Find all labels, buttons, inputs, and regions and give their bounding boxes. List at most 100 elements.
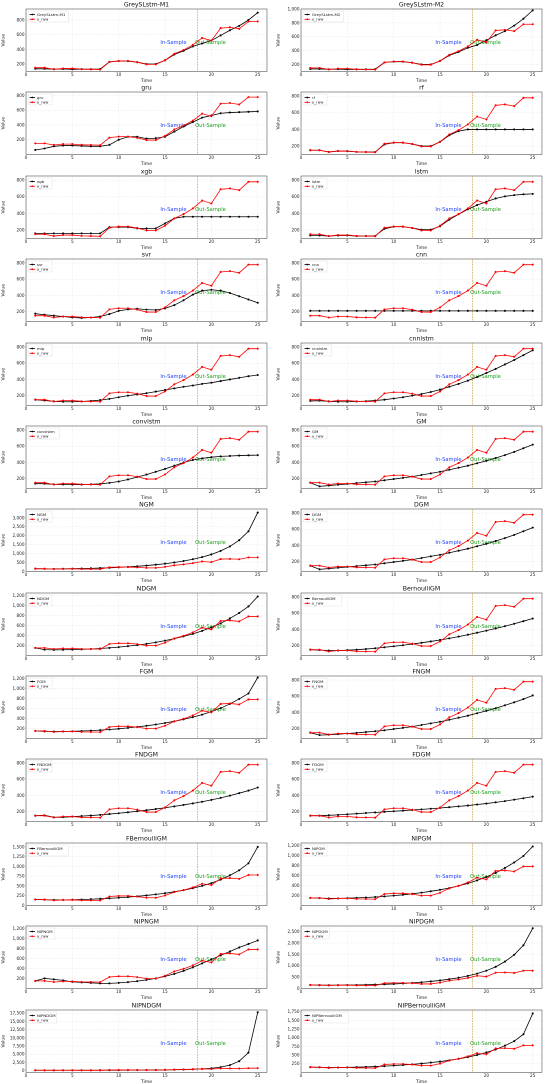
data-point-model — [457, 382, 460, 385]
data-point-y-raw — [364, 650, 367, 653]
data-point-model — [503, 866, 506, 869]
data-point-y-raw — [485, 451, 488, 454]
y-tick-label: 600 — [17, 623, 25, 628]
data-point-y-raw — [117, 390, 120, 393]
data-point-y-raw — [210, 368, 213, 371]
out-sample-label: Out-Sample — [195, 707, 226, 713]
data-point-y-raw — [34, 314, 37, 317]
x-tick-label: 15 — [162, 823, 168, 828]
data-point-y-raw — [34, 898, 37, 901]
data-point-y-raw — [173, 637, 176, 640]
in-sample-label: In-Sample — [435, 957, 461, 963]
data-point-y-raw — [99, 68, 102, 71]
data-point-y-raw — [411, 61, 414, 64]
data-point-model — [457, 309, 460, 313]
data-point-y-raw — [457, 545, 460, 548]
y-tick-label: 800 — [292, 344, 300, 349]
data-point-y-raw — [327, 650, 330, 653]
y-tick-label: 400 — [292, 793, 300, 798]
data-point-y-raw — [457, 461, 460, 465]
data-point-y-raw — [494, 521, 497, 524]
legend-label: y_raw — [312, 1017, 323, 1022]
chart-title: cnn — [416, 252, 427, 259]
data-point-y-raw — [327, 483, 330, 486]
data-point-y-raw — [201, 281, 204, 285]
data-point-y-raw — [173, 382, 176, 385]
data-point-model — [522, 944, 525, 947]
data-point-model — [71, 232, 74, 235]
data-point-y-raw — [173, 217, 176, 220]
x-tick-label: 20 — [484, 489, 490, 494]
data-point-model — [247, 943, 250, 946]
out-sample-label: Out-Sample — [195, 40, 226, 46]
data-point-model — [531, 927, 534, 930]
data-point-model — [494, 801, 497, 804]
x-tick-label: 5 — [71, 489, 74, 494]
data-point-y-raw — [513, 522, 516, 525]
x-tick-label: 15 — [437, 823, 443, 828]
data-point-model — [247, 692, 250, 695]
data-point-y-raw — [401, 982, 405, 985]
data-point-y-raw — [457, 212, 460, 215]
data-point-y-raw — [494, 687, 497, 691]
data-point-model — [522, 698, 525, 701]
data-point-y-raw — [531, 680, 534, 683]
y-axis-label: Value — [1, 367, 7, 380]
x-tick-label: 5 — [346, 489, 349, 494]
y-tick-label: 15,000 — [10, 1018, 25, 1023]
y-tick-label: 400 — [292, 710, 300, 715]
data-point-y-raw — [228, 102, 231, 105]
data-point-y-raw — [364, 1066, 367, 1069]
data-point-y-raw — [228, 1066, 231, 1070]
data-point-model — [401, 643, 405, 646]
data-point-y-raw — [531, 865, 534, 868]
data-point-y-raw — [327, 816, 330, 819]
data-point-model — [256, 373, 259, 376]
data-point-y-raw — [374, 817, 377, 820]
x-tick-label: 0 — [25, 322, 28, 327]
legend-marker — [306, 602, 309, 604]
data-point-y-raw — [71, 815, 74, 819]
y-tick-label: 5,000 — [13, 1051, 25, 1056]
y-tick-label: 800 — [17, 761, 25, 766]
y-tick-label: 400 — [292, 376, 300, 381]
data-point-y-raw — [201, 709, 204, 712]
y-tick-label: 800 — [17, 613, 25, 618]
x-tick-label: 20 — [484, 823, 490, 828]
data-point-y-raw — [476, 615, 479, 618]
in-sample-label: In-Sample — [435, 290, 461, 296]
data-point-y-raw — [182, 461, 185, 465]
data-point-model — [228, 545, 231, 548]
legend-label: y_raw — [312, 17, 323, 22]
data-point-model — [364, 481, 367, 484]
data-point-y-raw — [337, 565, 340, 568]
data-point-y-raw — [374, 235, 377, 238]
legend-box — [302, 427, 328, 440]
data-point-y-raw — [346, 150, 349, 153]
x-axis-label: Time — [415, 995, 427, 1001]
legend-label: y_raw — [312, 350, 323, 355]
data-point-y-raw — [228, 558, 231, 561]
data-point-model — [531, 9, 534, 12]
data-point-y-raw — [318, 815, 321, 818]
plot-frame — [25, 175, 268, 239]
data-point-y-raw — [355, 733, 358, 736]
data-point-model — [154, 227, 157, 230]
data-point-y-raw — [34, 567, 37, 571]
chart-title: FGM — [140, 669, 154, 676]
data-point-model — [383, 1064, 386, 1067]
data-point-model — [108, 897, 111, 900]
legend-box — [27, 177, 53, 189]
data-point-y-raw — [117, 135, 120, 139]
legend-label: NIPDGM — [312, 929, 328, 934]
data-point-y-raw — [80, 399, 83, 402]
data-point-y-raw — [145, 896, 148, 899]
data-point-y-raw — [43, 729, 46, 733]
data-point-y-raw — [327, 566, 330, 569]
data-point-model — [355, 813, 358, 816]
data-point-y-raw — [309, 896, 312, 899]
